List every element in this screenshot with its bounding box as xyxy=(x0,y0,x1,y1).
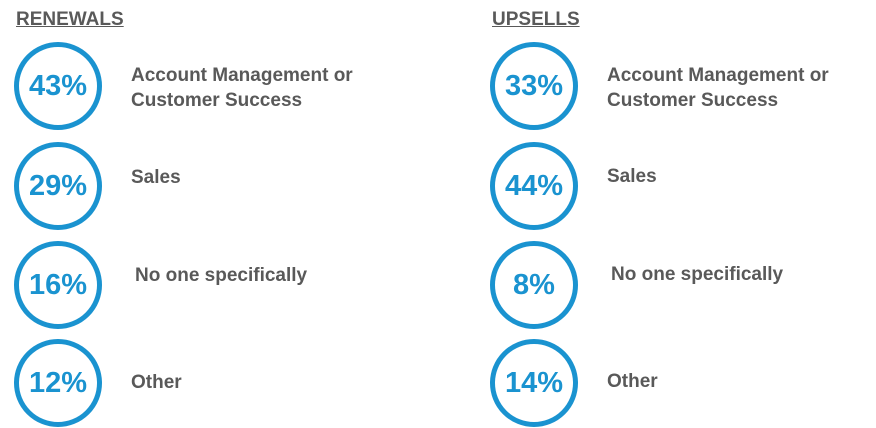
item-label: No one specifically xyxy=(135,265,308,286)
percent-circle: 29% xyxy=(14,142,102,230)
percent-circle: 12% xyxy=(14,339,102,427)
percent-circle: 44% xyxy=(490,142,578,230)
percent-circle: 14% xyxy=(490,339,578,427)
percent-circle: 16% xyxy=(14,241,102,329)
section-title: UPSELLS xyxy=(492,9,580,30)
percent-circle: 8% xyxy=(490,241,578,329)
percent-circle: 43% xyxy=(14,42,102,130)
item-label: No one specifically xyxy=(611,264,784,285)
item-label: Sales xyxy=(131,167,181,188)
percent-circle: 33% xyxy=(490,42,578,130)
item-label: Account Management or Customer Success xyxy=(131,65,353,111)
item-label: Other xyxy=(607,371,658,392)
item-label: Account Management or Customer Success xyxy=(607,65,829,111)
item-label: Sales xyxy=(607,166,657,187)
item-label: Other xyxy=(131,372,182,393)
section-title: RENEWALS xyxy=(16,9,124,30)
